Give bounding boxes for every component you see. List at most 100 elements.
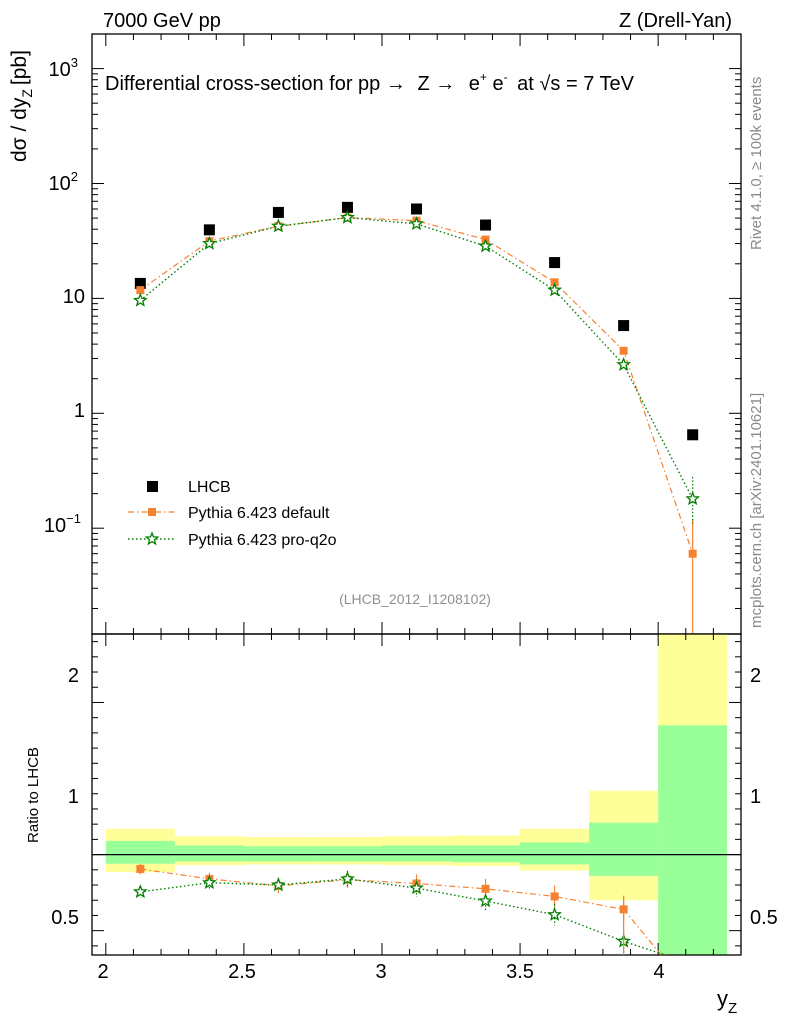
- main-y-tick-1: 1: [74, 400, 85, 422]
- ratio-panel: [91, 633, 742, 956]
- plot-title-z: Z: [417, 73, 429, 95]
- lhcb-point-1: [203, 224, 215, 236]
- main-y-axis-label-unit: [pb]: [8, 50, 31, 85]
- ratio-proq2o-point-2: [271, 877, 286, 892]
- main-y-tick-10: 10: [63, 286, 85, 308]
- ratio-y-axis-label: Ratio to LHCB: [25, 747, 42, 843]
- lhcb-point-8: [687, 429, 699, 441]
- x-axis-label: yZ: [717, 986, 737, 1017]
- ratio-band-inner-3: [312, 846, 382, 862]
- plot-title-minus: -: [504, 70, 508, 84]
- ratio-band-inner-4: [381, 845, 452, 862]
- ratio-default-point-0: [136, 865, 145, 874]
- legend: LHCB Pythia 6.423 default Pythia 6.423 p…: [128, 479, 337, 549]
- analysis-id: (LHCB_2012_I1208102): [339, 591, 491, 607]
- ratio-proq2o-point-1: [202, 874, 217, 890]
- x-tick-3: 3: [375, 961, 386, 983]
- ratio-y-tick-2-left: 2: [68, 665, 79, 687]
- ratio-band-inner-5: [451, 845, 521, 863]
- x-axis-label-sub: Z: [728, 1000, 737, 1017]
- series-default-line: [139, 216, 694, 554]
- legend-lhcb-marker: [147, 481, 158, 492]
- ratio-band-inner-6: [520, 842, 590, 865]
- lhcb-point-2: [272, 206, 284, 218]
- default-point-0: [136, 286, 145, 295]
- main-y-axis-label: dσ / dyZ [pb]: [8, 50, 35, 162]
- series-proq2o-line: [139, 216, 694, 500]
- main-y-tick-1000-exp: 3: [71, 55, 78, 70]
- mcplots-label: mcplots.cern.ch [arXiv:2401.10621]: [748, 393, 765, 628]
- default-point-8: [688, 549, 697, 558]
- ratio-y-tick-1-right: 1: [750, 786, 761, 808]
- proq2o-point-0: [132, 292, 148, 307]
- proq2o-point-8: [685, 491, 701, 506]
- ratio-y-tick-2-right: 2: [750, 665, 761, 687]
- lhcb-point-6: [549, 257, 561, 269]
- x-tick-2: 2: [97, 961, 108, 983]
- plot-title-at: at: [517, 73, 534, 95]
- plot-title-plus: +: [480, 70, 487, 84]
- default-point-6: [550, 278, 559, 287]
- proq2o-point-6: [547, 282, 562, 297]
- lhcb-point-0: [134, 277, 146, 289]
- main-y-axis-label-text: dσ / dy: [8, 97, 31, 162]
- proq2o-point-3: [340, 209, 355, 224]
- lhcb-point-5: [480, 219, 492, 231]
- main-y-tick-100: 102: [49, 169, 78, 195]
- main-y-tick-100-base: 10: [49, 173, 71, 195]
- ratio-y-tick-0.5-right: 0.5: [750, 907, 778, 929]
- main-y-tick-0.1-exp: −1: [66, 511, 81, 526]
- ratio-default-point-6: [550, 892, 559, 901]
- ratio-proq2o-point-5: [478, 893, 493, 908]
- main-y-tick-1000: 103: [49, 55, 78, 81]
- plot-title-part-a: Differential cross-section for pp: [105, 73, 380, 95]
- ratio-y-tick-1-left: 1: [68, 786, 79, 808]
- legend-proq2o-label: Pythia 6.423 pro-q2o: [188, 532, 337, 549]
- plot-title-arrow-1: →: [386, 73, 406, 95]
- ratio-band-inner-1: [174, 845, 244, 862]
- x-tick-3.5: 3.5: [506, 961, 534, 983]
- legend-proq2o-star: [144, 531, 160, 546]
- ratio-proq2o-point-0: [132, 884, 148, 899]
- plot-title-arrow-2: →: [435, 73, 455, 95]
- ratio-proq2o-point-3: [340, 871, 355, 886]
- x-tick-2.5: 2.5: [228, 961, 256, 983]
- plot-title-energy: = 7 TeV: [566, 73, 635, 95]
- ratio-proq2o-point-6: [547, 906, 562, 921]
- ratio-default-point-5: [481, 884, 490, 893]
- legend-proq2o-marker: [144, 531, 160, 546]
- proq2o-point-5: [478, 238, 493, 253]
- ratio-default-line: [140, 868, 663, 955]
- ratio-band-inner-8: [658, 725, 728, 955]
- ratio-frame: [91, 633, 742, 956]
- plot-title: Differential cross-section for pp → Z → …: [105, 64, 635, 95]
- header-process: Z (Drell-Yan): [619, 10, 732, 32]
- main-y-tick-1000-base: 10: [49, 59, 71, 81]
- main-y-tick-100-exp: 2: [71, 169, 78, 184]
- lhcb-point-4: [411, 203, 422, 215]
- lhcb-point-3: [341, 201, 353, 213]
- proq2o-point-4: [409, 216, 424, 231]
- ratio-y-tick-0.5-left: 0.5: [51, 907, 79, 929]
- plot-title-eminus: e: [492, 73, 503, 95]
- legend-default-marker: [148, 508, 156, 516]
- legend-lhcb-label: LHCB: [188, 479, 231, 496]
- proq2o-point-2: [271, 218, 286, 233]
- x-tick-4: 4: [653, 961, 664, 983]
- ratio-band-inner-2: [243, 846, 313, 862]
- ratio-proq2o-point-4: [409, 880, 424, 895]
- main-y-tick-0.1: 10−1: [44, 511, 81, 537]
- plot-title-eplus: e: [469, 73, 480, 95]
- lhcb-point-7: [618, 320, 630, 332]
- default-point-7: [619, 346, 628, 355]
- header-energy: 7000 GeV pp: [103, 10, 221, 32]
- plot-title-s: s: [550, 73, 560, 95]
- main-y-axis-label-sub: Z: [19, 89, 35, 98]
- ratio-band-inner-0: [105, 840, 175, 864]
- proq2o-point-1: [202, 235, 217, 250]
- legend-default-label: Pythia 6.423 default: [188, 505, 330, 522]
- plot-title-sqrt: √: [539, 73, 550, 95]
- ratio-series-group: [132, 863, 668, 955]
- proq2o-point-7: [616, 356, 631, 371]
